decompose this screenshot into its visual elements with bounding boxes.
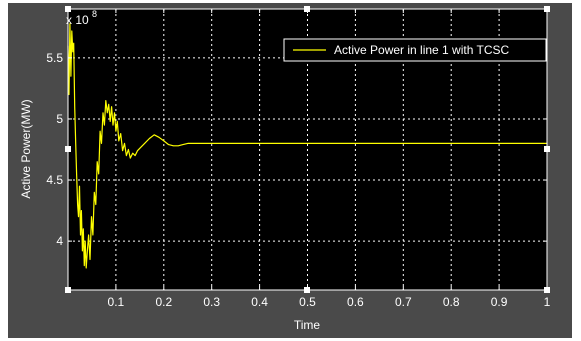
corner-handle-bottom-left[interactable]: [65, 287, 71, 293]
tick-marks: [68, 9, 548, 290]
x-tick-label: 0.2: [155, 295, 172, 309]
y-exponent-base: x 10: [66, 13, 89, 27]
x-tick-label: 0.7: [395, 295, 412, 309]
corner-handle-top-right[interactable]: [544, 6, 550, 12]
x-tick-label: 0.9: [491, 295, 508, 309]
corner-handle-middle-right[interactable]: [544, 146, 550, 152]
x-tick-label: 0.5: [299, 295, 316, 309]
corner-handle-top-left[interactable]: [65, 6, 71, 12]
legend-label: Active Power in line 1 with TCSC: [334, 43, 510, 57]
legend: Active Power in line 1 with TCSC: [283, 38, 547, 62]
corner-handle-bottom-middle[interactable]: [304, 287, 310, 293]
y-axis-title: Active Power(MW): [19, 99, 33, 198]
tick-labels: 0.1 0.2 0.3 0.4 0.5 0.6 0.7 0.8 0.9 1 4 4.5 5 5.5: [46, 51, 550, 309]
y-exponent-power: 8: [92, 9, 97, 19]
plot-window: 0.1 0.2 0.3 0.4 0.5 0.6 0.7 0.8 0.9 1 4 4.5 5 5.5 x 1…: [8, 3, 572, 338]
corner-handle-bottom-right[interactable]: [544, 287, 550, 293]
x-tick-label: 0.3: [203, 295, 220, 309]
y-tick-label: 4: [56, 234, 63, 248]
x-tick-label: 0.8: [443, 295, 460, 309]
y-tick-label: 4.5: [46, 173, 63, 187]
corner-handle-middle-left[interactable]: [65, 146, 71, 152]
x-tick-label: 0.6: [347, 295, 364, 309]
series-layer: [67, 23, 547, 269]
series-line: [67, 23, 547, 269]
x-tick-label: 0.4: [251, 295, 268, 309]
line-chart: 0.1 0.2 0.3 0.4 0.5 0.6 0.7 0.8 0.9 1 4 4.5 5 5.5 x 1…: [19, 6, 551, 332]
x-axis-title: Time: [294, 318, 321, 332]
legend-box: [283, 38, 547, 62]
x-tick-label: 1: [544, 295, 551, 309]
x-tick-label: 0.1: [108, 295, 125, 309]
corner-handle-top-middle[interactable]: [304, 6, 310, 12]
y-tick-label: 5: [56, 112, 63, 126]
y-tick-label: 5.5: [46, 51, 63, 65]
